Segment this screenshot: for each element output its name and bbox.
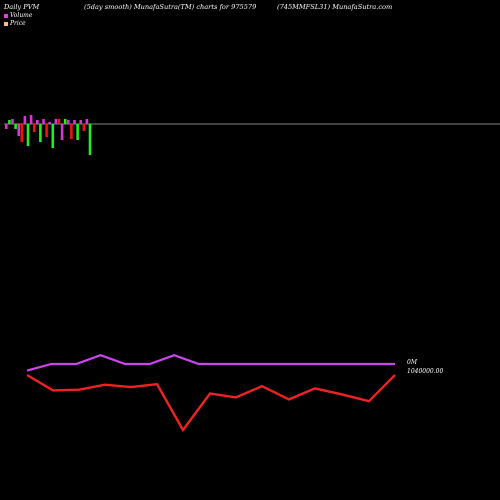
pvm-bar bbox=[14, 124, 17, 129]
legend-volume-label: Volume bbox=[10, 12, 33, 19]
pvm-bar bbox=[42, 119, 45, 124]
pvm-bar bbox=[57, 119, 61, 124]
pvm-bar bbox=[5, 124, 8, 129]
legend-price-swatch bbox=[4, 21, 8, 26]
legend-volume-swatch bbox=[4, 13, 8, 18]
pvm-bar bbox=[48, 122, 51, 124]
pvm-bar bbox=[88, 124, 92, 155]
chart-title-middle: (5day smooth) MunafaSutra(TM) charts for… bbox=[84, 3, 257, 11]
legend-price-label: Price bbox=[10, 20, 26, 27]
pvm-bar bbox=[54, 119, 58, 124]
pvm-bar bbox=[36, 120, 39, 124]
pvm-bar bbox=[67, 120, 70, 124]
pvm-bar bbox=[76, 124, 79, 140]
chart-title-left: Daily PVM bbox=[4, 3, 40, 11]
pvm-bar bbox=[45, 124, 48, 137]
legend-price: Price bbox=[4, 20, 26, 27]
legend-volume: Volume bbox=[4, 12, 32, 19]
pvm-bar bbox=[26, 124, 30, 146]
pvm-bar bbox=[39, 124, 42, 142]
pvm-bar bbox=[29, 115, 33, 124]
pvm-bar bbox=[70, 124, 73, 139]
price-series-line bbox=[26, 373, 396, 433]
pvm-bar bbox=[82, 124, 86, 131]
pvm-bar bbox=[73, 120, 76, 124]
volume-value-label: 0M bbox=[407, 359, 417, 366]
pvm-bar bbox=[60, 124, 64, 140]
pvm-bar bbox=[11, 119, 14, 124]
pvm-bar bbox=[51, 124, 55, 148]
pvm-bar bbox=[63, 119, 67, 124]
pvm-bar bbox=[20, 124, 24, 142]
pvm-bar bbox=[32, 124, 36, 132]
pvm-bar bbox=[8, 120, 11, 124]
pvm-bar bbox=[23, 116, 27, 124]
pvm-bar bbox=[17, 124, 20, 136]
pvm-bars bbox=[5, 115, 92, 155]
chart-title-right: (745MMFSL31) MunafaSutra.com bbox=[277, 3, 393, 11]
volume-series-line bbox=[26, 354, 395, 372]
pvm-bar bbox=[85, 119, 89, 124]
pvm-bar bbox=[79, 120, 82, 124]
price-value-label: 1040000.00 bbox=[407, 368, 444, 375]
